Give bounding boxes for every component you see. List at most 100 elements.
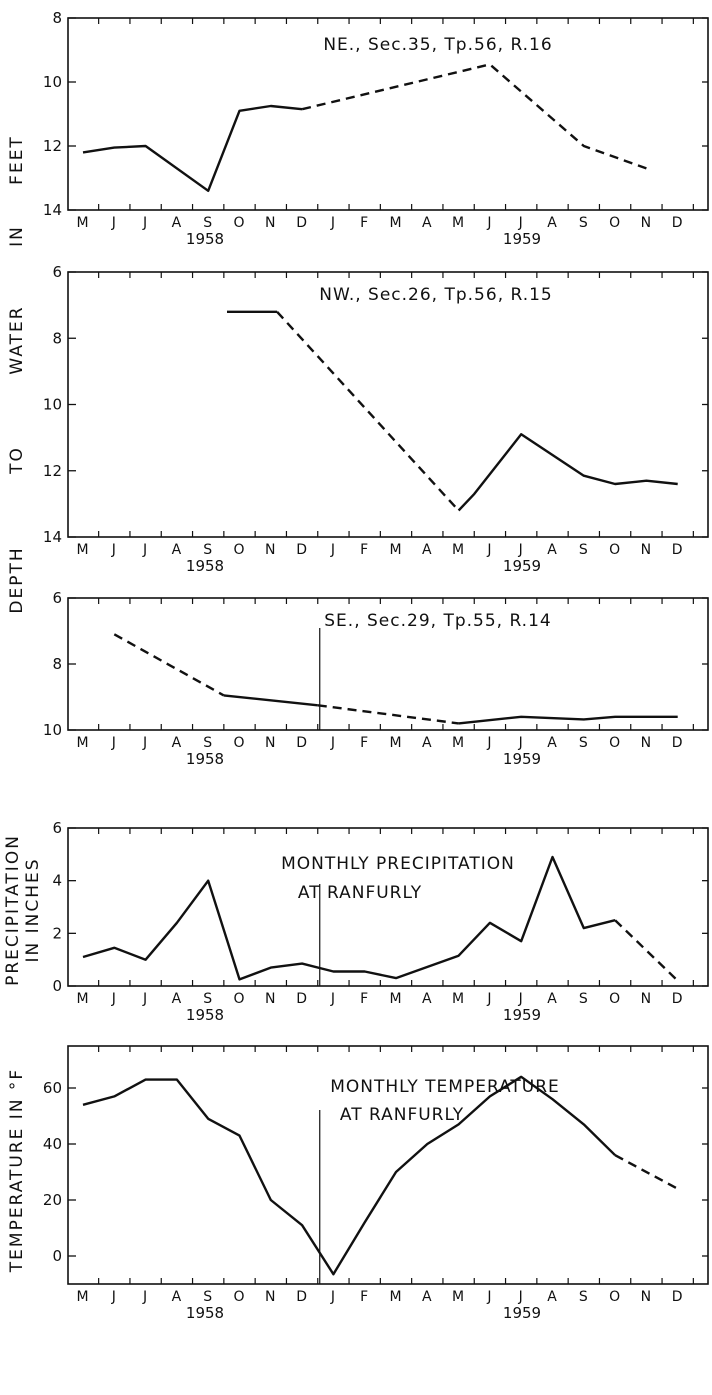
month-label: A: [172, 215, 183, 231]
month-label: O: [233, 991, 245, 1007]
month-label: J: [142, 1289, 148, 1305]
y-tick-label: 6: [52, 263, 62, 281]
series-line-3: [457, 433, 678, 512]
month-label: N: [641, 735, 652, 751]
month-label: A: [172, 542, 183, 558]
chart-title: MONTHLY PRECIPITATION: [281, 854, 515, 874]
month-label: N: [265, 735, 276, 751]
precip-axis-label-line2: IN INCHES: [23, 857, 43, 962]
month-label: N: [641, 991, 652, 1007]
plot-frame: [67, 271, 709, 538]
depth-axis-label-word: FEET: [7, 135, 27, 185]
y-tick-label: 60: [43, 1079, 62, 1097]
month-label: O: [233, 215, 245, 231]
chart-panel-2: 6 8 10 12 14 M J J A S O N D J F M A M J J A S O N D 1958 1959 NW.,…: [43, 263, 709, 575]
month-label: S: [579, 1289, 589, 1305]
month-label: N: [641, 215, 652, 231]
month-label: S: [579, 991, 589, 1007]
month-label: M: [76, 1289, 89, 1305]
y-tick-label: 6: [52, 819, 62, 837]
depth-axis-label-word: TO: [7, 446, 27, 475]
month-label: J: [486, 735, 492, 751]
month-label: O: [609, 542, 621, 558]
month-label: A: [172, 991, 183, 1007]
month-label: J: [330, 735, 336, 751]
chart-panel-3: 6 8 10 M J J A S O N D J F M A M J J A S O N D 1958 1959 SE., Sec…: [43, 589, 709, 768]
month-label: F: [360, 991, 369, 1007]
month-label: M: [452, 542, 465, 558]
chart-title: SE., Sec.29, Tp.55, R.14: [324, 611, 551, 631]
chart-panel-4: 0 2 4 6 M J J A S O N D J F M A M J J A S O N D 1958 1959 MONTHLY …: [52, 819, 709, 1024]
y-tick-label: 40: [43, 1135, 62, 1153]
plot-frame: [67, 1045, 709, 1285]
series-line-1: [82, 104, 303, 193]
y-tick-label: 10: [43, 73, 62, 91]
month-label: J: [486, 215, 492, 231]
month-label: J: [111, 215, 117, 231]
month-label: F: [360, 1289, 369, 1305]
month-label: J: [142, 735, 148, 751]
series-line-4: [458, 715, 678, 725]
month-label: M: [76, 542, 89, 558]
month-label: M: [389, 215, 402, 231]
month-label: S: [203, 991, 213, 1007]
month-label: J: [518, 215, 524, 231]
chart-title: NW., Sec.26, Tp.56, R.15: [319, 285, 553, 305]
month-label: J: [486, 991, 492, 1007]
month-label: A: [547, 542, 558, 558]
year-label-1958: 1958: [186, 230, 224, 248]
month-label: S: [203, 735, 213, 751]
y-tick-label: 8: [52, 329, 62, 347]
month-label: J: [518, 542, 524, 558]
chart-subtitle: AT RANFURLY: [340, 1105, 464, 1125]
y-tick-label: 8: [52, 655, 62, 673]
month-label: S: [579, 735, 589, 751]
series-line-2: [276, 310, 460, 512]
month-label: M: [389, 735, 402, 751]
series-line-1: [113, 633, 225, 697]
month-label: M: [389, 991, 402, 1007]
month-label: S: [203, 1289, 213, 1305]
chart-panel-1: 8 10 12 14 M J J A S O N D J F M A M J J A S O N D 1958 1959 NE., …: [43, 9, 709, 248]
month-label: A: [172, 735, 183, 751]
y-tick-label: 8: [52, 9, 62, 27]
year-label-1958: 1958: [186, 1006, 224, 1024]
y-tick-label: 0: [52, 1247, 62, 1265]
series-line-1: [82, 1075, 616, 1276]
month-label: O: [233, 735, 245, 751]
year-label-1959: 1959: [503, 557, 541, 575]
series-line-3: [317, 704, 459, 725]
month-label: A: [422, 735, 433, 751]
y-tick-label: 6: [52, 589, 62, 607]
month-label: D: [296, 991, 308, 1007]
month-label: J: [111, 542, 117, 558]
month-label: J: [111, 991, 117, 1007]
y-tick-label: 2: [52, 924, 62, 942]
month-label: A: [422, 542, 433, 558]
month-label: N: [265, 991, 276, 1007]
month-label: A: [422, 215, 433, 231]
year-label-1959: 1959: [503, 1304, 541, 1322]
month-label: A: [422, 1289, 433, 1305]
series-line-1: [82, 855, 616, 981]
month-label: J: [142, 215, 148, 231]
month-label: J: [486, 542, 492, 558]
month-label: A: [547, 991, 558, 1007]
month-label: J: [142, 991, 148, 1007]
plot-frame: [67, 17, 709, 211]
month-label: S: [203, 542, 213, 558]
depth-axis-label-word: WATER: [7, 305, 27, 374]
month-label: A: [547, 735, 558, 751]
month-label: J: [330, 542, 336, 558]
month-label: D: [296, 542, 308, 558]
y-tick-label: 14: [43, 528, 62, 546]
y-tick-label: 0: [52, 977, 62, 995]
month-label: M: [452, 1289, 465, 1305]
month-label: N: [265, 1289, 276, 1305]
month-label: O: [609, 735, 621, 751]
depth-axis-label-word: IN: [7, 225, 27, 247]
month-label: J: [142, 542, 148, 558]
month-label: F: [360, 215, 369, 231]
month-label: N: [265, 542, 276, 558]
month-label: M: [452, 991, 465, 1007]
